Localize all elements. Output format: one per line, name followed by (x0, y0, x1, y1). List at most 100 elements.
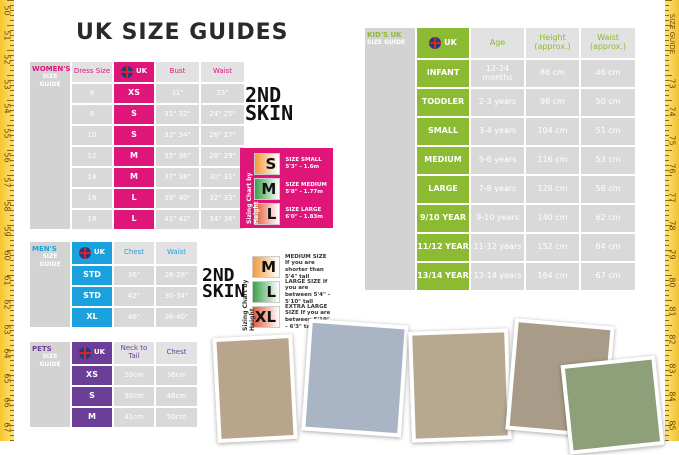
size-badge: S (114, 105, 154, 124)
ruler-tick (10, 15, 14, 16)
photo-shepherd-costume (408, 328, 512, 443)
column-header-text: Height (approx.) (534, 33, 571, 51)
ruler-tick (10, 220, 14, 221)
photo-dog-costume (212, 333, 298, 444)
ruler-tick (665, 365, 669, 366)
table-cell: 50 cm (581, 89, 635, 116)
ruler-tick (665, 90, 669, 91)
table-cell: 9-10 years (471, 205, 524, 232)
ruler-tick (665, 200, 672, 201)
ruler-tick (7, 425, 14, 426)
ruler-tick (665, 325, 672, 326)
ruler-tick (665, 370, 669, 371)
ruler-tick (665, 390, 669, 391)
ruler-number: 66 (2, 397, 12, 408)
ruler-tick (10, 365, 14, 366)
column-header: Age (471, 28, 524, 58)
size-guide-label: KID'S UK SIZE GUIDE (365, 28, 415, 290)
ruler-tick (665, 280, 669, 281)
table-cell: 46 cm (581, 60, 635, 87)
uk-flag-icon (78, 347, 91, 359)
table-cell: 28" 29" (201, 147, 244, 166)
table-cell: 13-14 years (471, 263, 524, 290)
ruler-tick (665, 430, 669, 431)
column-header-text: UK (93, 348, 106, 357)
size-letter-badge: S (254, 153, 281, 175)
ruler-tick (665, 395, 669, 396)
ruler-tick (7, 100, 14, 101)
ruler-tick (10, 310, 14, 311)
ruler-number: 73 (667, 77, 677, 89)
size-letter-badge: L (254, 203, 281, 225)
size-letter-badge: M (254, 178, 281, 200)
second-skin-logo-2: 2ND SKIN (202, 265, 246, 303)
table-cell: 20cm (114, 366, 154, 385)
ruler-tick (665, 15, 669, 16)
table-cell: 42" (114, 287, 154, 306)
ruler-tick (7, 50, 14, 51)
table-cell: 46cm (156, 387, 197, 406)
ruler-tick (665, 415, 669, 416)
size-guide-subtitle: SIZE GUIDE (39, 253, 61, 268)
table-cell: 12-24 months (471, 60, 524, 87)
table-cell: 64 cm (581, 234, 635, 261)
ruler-tick (665, 5, 669, 6)
ruler-tick (10, 390, 14, 391)
ruler-tick (10, 195, 14, 196)
table-cell: 5-6 years (471, 147, 524, 174)
ruler-tick (665, 435, 669, 436)
ruler-tick (10, 170, 14, 171)
ruler-tick (10, 355, 14, 356)
ruler-tick (10, 20, 14, 21)
size-badge: S (114, 126, 154, 145)
ruler-tick (7, 150, 14, 151)
ruler-tick (665, 180, 669, 181)
ruler-tick (10, 80, 14, 81)
ruler-tick (665, 30, 669, 31)
ruler-tick (10, 65, 14, 66)
ruler-tick (7, 125, 14, 126)
ruler-tick (665, 260, 669, 261)
ruler-tick (10, 340, 14, 341)
size-description: SIZE MEDIUM 5'8" - 1.77m (285, 182, 327, 195)
column-header: UK (417, 28, 469, 58)
size-letter-badge: L (252, 281, 280, 303)
ruler-tick (10, 160, 14, 161)
uk-flag-icon (120, 66, 133, 78)
size-badge: L (114, 189, 154, 208)
table-cell: 12 (72, 147, 112, 166)
size-letter-badge: XL (252, 306, 280, 328)
ruler-tick (665, 375, 672, 376)
size-description: MEDIUM SIZE If you are shorter than 5'4"… (285, 253, 327, 280)
ruler-tick (665, 240, 669, 241)
ruler-tick (665, 50, 672, 51)
table-cell: 50cm (156, 408, 197, 427)
ruler-tick (10, 155, 14, 156)
size-guide-label: PETS SIZE GUIDE (30, 342, 70, 427)
ruler-tick (7, 75, 14, 76)
table-cell: 67 cm (581, 263, 635, 290)
ruler-tick (10, 285, 14, 286)
table-cell: 30cm (114, 387, 154, 406)
ruler-tick (10, 35, 14, 36)
column-header-text: Age (489, 37, 506, 47)
photo-monster-costume (560, 355, 665, 455)
sizing-row: M SIZE MEDIUM 5'8" - 1.77m (254, 177, 329, 201)
table-cell: 23" (201, 84, 244, 103)
size-badge: 11/12 YEAR (417, 234, 469, 261)
ruler-tick (10, 335, 14, 336)
column-header-text: UK (444, 37, 457, 47)
ruler-tick (665, 185, 669, 186)
ruler-tick (10, 145, 14, 146)
size-description: LARGE SIZE If you are between 5'4" – 5'1… (285, 278, 331, 305)
ruler-number: 56 (2, 152, 12, 163)
table-cell: 3-4 years (471, 118, 524, 145)
table-cell: 41cm (114, 408, 154, 427)
ruler-tick (665, 360, 669, 361)
table-cell: 46" (114, 308, 154, 327)
ruler-tick (665, 250, 672, 251)
ruler-tick (7, 375, 14, 376)
ruler-tick (10, 40, 14, 41)
ruler-tick (10, 240, 14, 241)
ruler-tick (665, 110, 669, 111)
